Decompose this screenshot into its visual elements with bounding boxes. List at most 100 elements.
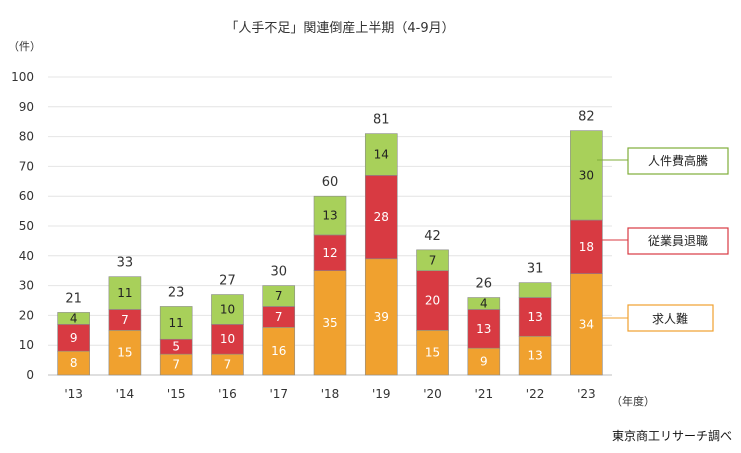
- x-tick-label: '13: [64, 387, 83, 401]
- segment-value-label: 14: [374, 147, 389, 161]
- bar-total-label: 82: [578, 110, 595, 125]
- legend-item-recruiting-difficulty: 求人難: [597, 304, 714, 332]
- bar-segment: [211, 324, 244, 355]
- bar-segment: [364, 175, 398, 260]
- bar-segment: [262, 285, 296, 307]
- y-tick-label: 100: [11, 70, 34, 84]
- x-axis-ticks: '13 '14 '15 '16 '17 '18 '19 '20 '21 '22 '23: [64, 387, 595, 401]
- chart-title: 「人手不足」関連倒産上半期（4-9月）: [225, 20, 454, 36]
- segment-value-label: 39: [374, 310, 389, 324]
- x-tick-label: '20: [423, 387, 442, 401]
- bar-total-label: 81: [373, 113, 390, 128]
- bar-segment: [57, 324, 90, 352]
- x-tick-label: '18: [321, 387, 340, 401]
- segment-value-label: 5: [172, 340, 180, 354]
- bar-segment: [518, 282, 552, 298]
- bar-total-label: 31: [527, 262, 544, 277]
- x-tick-label: '16: [218, 387, 237, 401]
- bar-segment: [313, 234, 347, 272]
- y-tick-label: 0: [26, 368, 34, 382]
- legend-box-employee-resignation: [627, 227, 729, 255]
- bar-segment: [108, 329, 142, 376]
- bar-segment: [416, 249, 449, 271]
- segment-value-label: 10: [220, 332, 235, 346]
- y-tick-label: 10: [19, 338, 34, 352]
- bar-segment: [416, 329, 449, 376]
- segment-value-label: 11: [117, 286, 132, 300]
- bar-segment: [467, 347, 501, 376]
- x-tick-label: '19: [372, 387, 391, 401]
- bar-total-label: 33: [117, 256, 134, 271]
- segment-value-label: 13: [527, 310, 542, 324]
- x-tick-label: '23: [577, 387, 596, 401]
- x-axis-unit: （年度）: [611, 394, 655, 408]
- bar-segment: [570, 273, 603, 376]
- segment-value-label: 10: [220, 302, 235, 316]
- bar-segment: [211, 294, 244, 325]
- bar-segment: [313, 195, 347, 236]
- y-tick-label: 60: [19, 189, 34, 203]
- y-axis-unit: （件）: [8, 40, 41, 53]
- bar-segment: [57, 312, 90, 325]
- segment-value-label: 20: [425, 294, 440, 308]
- legend-box-recruiting-difficulty: [627, 304, 714, 332]
- legend-label-recruiting-difficulty: 求人難: [652, 311, 688, 326]
- y-tick-label: 50: [19, 219, 34, 233]
- x-tick-label: '14: [116, 387, 135, 401]
- bar-segment: [570, 219, 603, 274]
- bar-segment: [416, 270, 449, 331]
- bar-total-label: 26: [476, 277, 493, 292]
- segment-value-label: 7: [224, 358, 232, 372]
- y-tick-label: 40: [19, 249, 34, 263]
- x-tick-label: '22: [526, 387, 545, 401]
- bars: 8 9 4 21 15 7 11 33 7 5 11 23 7 10 10 27 16 7 7 30 35 12 13 60 3…: [57, 110, 603, 376]
- y-tick-label: 70: [19, 159, 34, 173]
- segment-value-label: 13: [476, 322, 491, 336]
- segment-value-label: 11: [169, 316, 184, 330]
- segment-value-label: 18: [579, 240, 594, 254]
- bar-total-label: 23: [168, 285, 185, 300]
- bar-total-label: 21: [65, 291, 82, 306]
- segment-value-label: 15: [425, 346, 440, 360]
- segment-value-label: 9: [480, 355, 488, 369]
- y-axis-ticks: 0 10 20 30 40 50 60 70 80 90 100: [11, 70, 34, 382]
- x-tick-label: '17: [269, 387, 288, 401]
- segment-value-label: 16: [271, 344, 286, 358]
- y-tick-label: 90: [19, 100, 34, 114]
- segment-value-label: 9: [70, 331, 78, 345]
- segment-value-label: 28: [374, 210, 389, 224]
- bar-total-label: 27: [219, 274, 236, 289]
- segment-value-label: 4: [70, 311, 78, 325]
- segment-value-label: 30: [579, 168, 594, 182]
- segment-value-label: 13: [322, 209, 337, 223]
- bar-total-label: 42: [424, 229, 441, 244]
- bar-segment: [570, 130, 603, 221]
- legend: 人件費高騰 従業員退職 求人難: [597, 147, 729, 332]
- legend-box-wage-rise: [627, 147, 729, 175]
- bar-segment: [313, 270, 347, 376]
- segment-value-label: 34: [579, 317, 594, 331]
- bar-segment: [518, 297, 552, 337]
- bar-segment: [467, 309, 501, 349]
- segment-value-label: 7: [121, 313, 129, 327]
- segment-value-label: 35: [322, 316, 337, 330]
- bar-segment: [467, 297, 501, 310]
- x-tick-label: '15: [167, 387, 186, 401]
- segment-value-label: 7: [275, 289, 283, 303]
- bar-segment: [364, 133, 398, 176]
- x-tick-label: '21: [475, 387, 494, 401]
- legend-label-wage-rise: 人件費高騰: [648, 153, 708, 168]
- segment-value-label: 7: [275, 310, 283, 324]
- segment-value-label: 7: [172, 358, 180, 372]
- legend-item-wage-rise: 人件費高騰: [597, 147, 729, 175]
- bar-segment: [518, 335, 552, 376]
- legend-label-employee-resignation: 従業員退職: [648, 234, 708, 248]
- source-note: 東京商工リサーチ調べ: [612, 428, 732, 443]
- y-tick-label: 20: [19, 308, 34, 322]
- y-tick-label: 30: [19, 279, 34, 293]
- bar-total-label: 30: [270, 265, 287, 280]
- segment-value-label: 7: [429, 253, 437, 267]
- bar-total-label: 60: [322, 175, 339, 190]
- segment-value-label: 4: [480, 296, 488, 310]
